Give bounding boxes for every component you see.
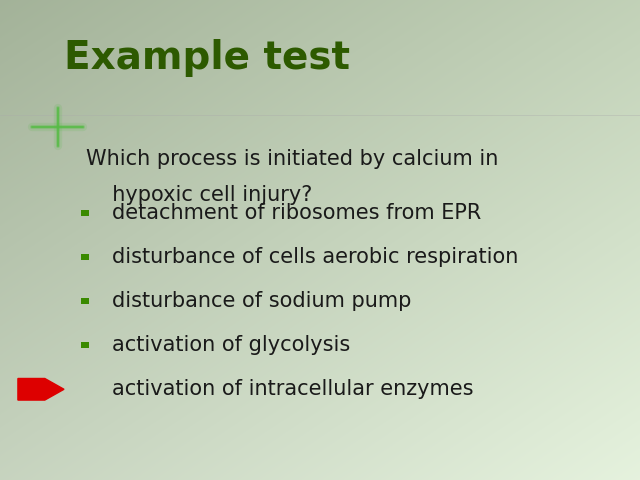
Text: activation of intracellular enzymes: activation of intracellular enzymes — [112, 379, 474, 399]
Bar — [81, 342, 89, 348]
Text: detachment of ribosomes from EPR: detachment of ribosomes from EPR — [112, 203, 481, 223]
Bar — [81, 210, 89, 216]
Text: Example test: Example test — [64, 38, 350, 77]
Bar — [81, 298, 89, 304]
Bar — [81, 254, 89, 260]
Text: activation of glycolysis: activation of glycolysis — [112, 335, 350, 355]
Text: disturbance of sodium pump: disturbance of sodium pump — [112, 291, 412, 311]
Text: disturbance of cells aerobic respiration: disturbance of cells aerobic respiration — [112, 247, 518, 267]
FancyArrow shape — [18, 378, 64, 400]
Text: hypoxic cell injury?: hypoxic cell injury? — [99, 185, 312, 205]
Text: Which process is initiated by calcium in: Which process is initiated by calcium in — [86, 149, 499, 169]
